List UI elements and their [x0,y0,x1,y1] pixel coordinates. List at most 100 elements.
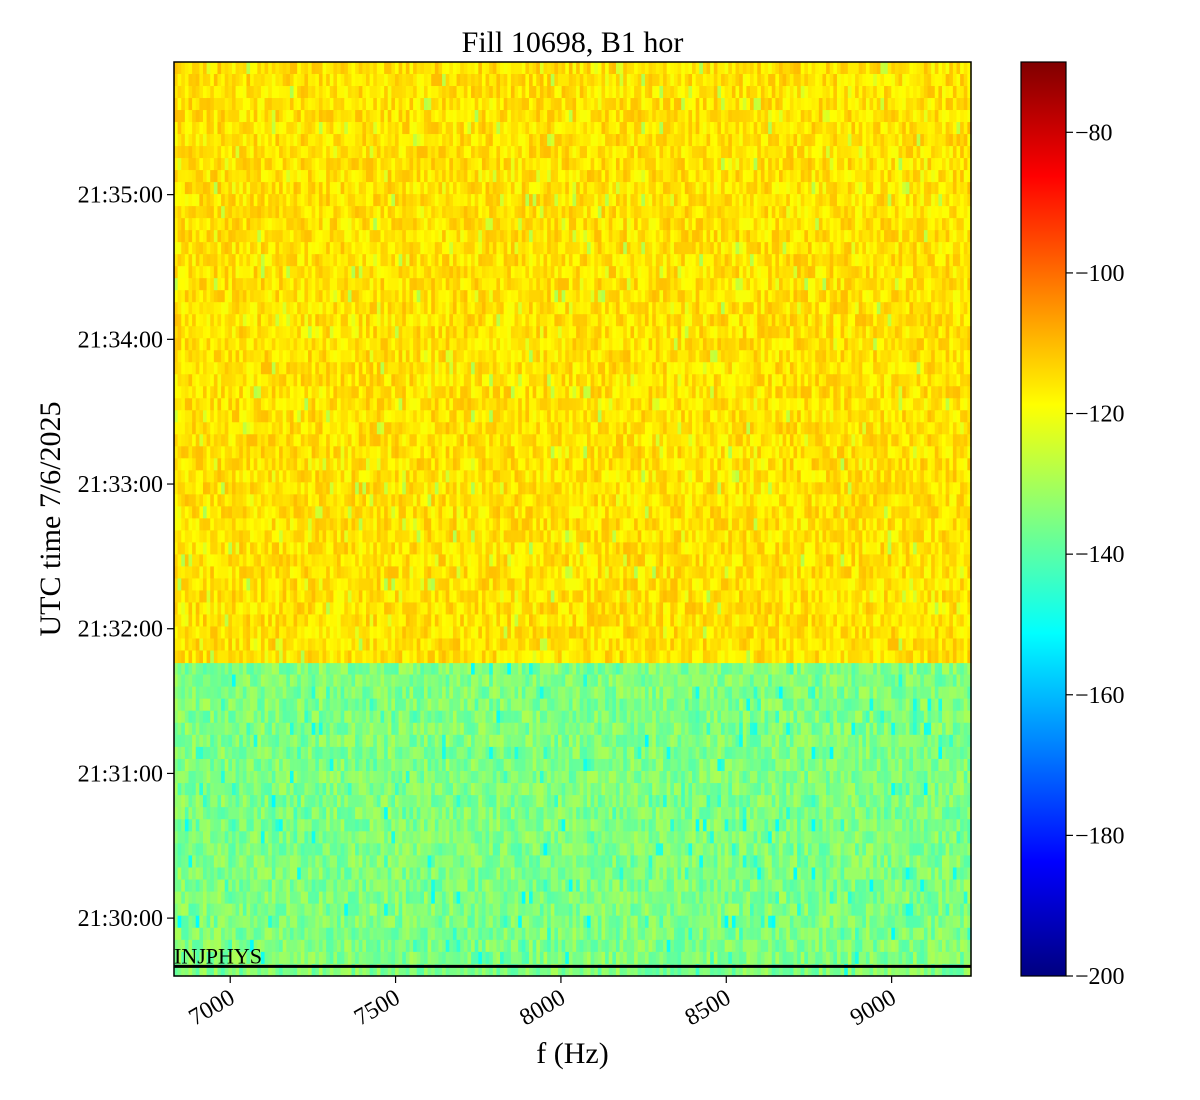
heatmap-cell [931,807,935,820]
heatmap-cell [370,843,374,856]
heatmap-cell [467,855,471,868]
heatmap-cell [576,711,580,724]
heatmap-cell [848,831,852,844]
heatmap-cell [471,759,475,772]
heatmap-cell [355,747,359,760]
heatmap-cell [797,662,801,675]
heatmap-cell [725,831,729,844]
heatmap-cell [728,795,732,808]
heatmap-cell [649,795,653,808]
heatmap-cell [424,699,428,712]
heatmap-cell [348,771,352,784]
heatmap-cell [246,843,250,856]
heatmap-cell [207,855,211,868]
heatmap-cell [185,892,189,905]
heatmap-cell [957,916,961,929]
heatmap-cell [402,928,406,941]
heatmap-cell [656,855,660,868]
heatmap-cell [920,747,924,760]
heatmap-cell [355,795,359,808]
heatmap-cell [873,662,877,675]
heatmap-cell [674,711,678,724]
heatmap-cell [359,819,363,832]
heatmap-cell [909,807,913,820]
heatmap-cell [917,831,921,844]
heatmap-cell [620,735,624,748]
heatmap-cell [725,916,729,929]
heatmap-cell [188,819,192,832]
heatmap-cell [547,843,551,856]
heatmap-cell [471,904,475,917]
heatmap-cell [319,699,323,712]
heatmap-cell [442,928,446,941]
heatmap-cell [652,711,656,724]
heatmap-cell [391,675,395,688]
heatmap-cell [638,904,642,917]
heatmap-cell [707,807,711,820]
heatmap-cell [891,819,895,832]
heatmap-cell [257,831,261,844]
heatmap-cell [591,747,595,760]
heatmap-cell [761,783,765,796]
heatmap-cell [533,867,537,880]
heatmap-cell [442,880,446,893]
heatmap-cell [670,880,674,893]
heatmap-cell [460,699,464,712]
heatmap-cells [174,62,972,977]
heatmap-cell [457,916,461,929]
heatmap-cell [217,723,221,736]
heatmap-cell [815,675,819,688]
heatmap-cell [830,711,834,724]
heatmap-cell [308,892,312,905]
heatmap-cell [891,831,895,844]
heatmap-cell [699,831,703,844]
heatmap-cell [254,711,258,724]
heatmap-cell [772,662,776,675]
heatmap-cell [609,916,613,929]
heatmap-cell [504,699,508,712]
heatmap-cell [326,831,330,844]
heatmap-cell [649,783,653,796]
heatmap-cell [384,771,388,784]
heatmap-cell [178,892,182,905]
heatmap-cell [652,831,656,844]
heatmap-cell [254,783,258,796]
heatmap-cell [739,843,743,856]
heatmap-cell [681,675,685,688]
heatmap-cell [366,699,370,712]
heatmap-cell [272,819,276,832]
heatmap-cell [960,783,964,796]
heatmap-cell [442,687,446,700]
heatmap-cell [460,747,464,760]
heatmap-cell [475,819,479,832]
heatmap-cell [913,662,917,675]
heatmap-cell [779,831,783,844]
heatmap-cell [341,831,345,844]
heatmap-cell [558,723,562,736]
heatmap-cell [801,807,805,820]
heatmap-cell [663,892,667,905]
heatmap-cell [812,675,816,688]
heatmap-cell [717,831,721,844]
heatmap-cell [254,867,258,880]
heatmap-cell [511,795,515,808]
heatmap-cell [348,904,352,917]
heatmap-cell [431,735,435,748]
heatmap-cell [384,795,388,808]
heatmap-cell [326,867,330,880]
heatmap-cell [344,880,348,893]
heatmap-cell [953,831,957,844]
heatmap-cell [819,783,823,796]
heatmap-cell [536,892,540,905]
heatmap-cell [417,916,421,929]
heatmap-cell [192,771,196,784]
heatmap-cell [352,867,356,880]
heatmap-cell [917,855,921,868]
heatmap-cell [634,783,638,796]
heatmap-cell [326,747,330,760]
heatmap-cell [855,783,859,796]
heatmap-cell [634,735,638,748]
heatmap-cell [692,687,696,700]
heatmap-cell [699,735,703,748]
heatmap-cell [529,662,533,675]
